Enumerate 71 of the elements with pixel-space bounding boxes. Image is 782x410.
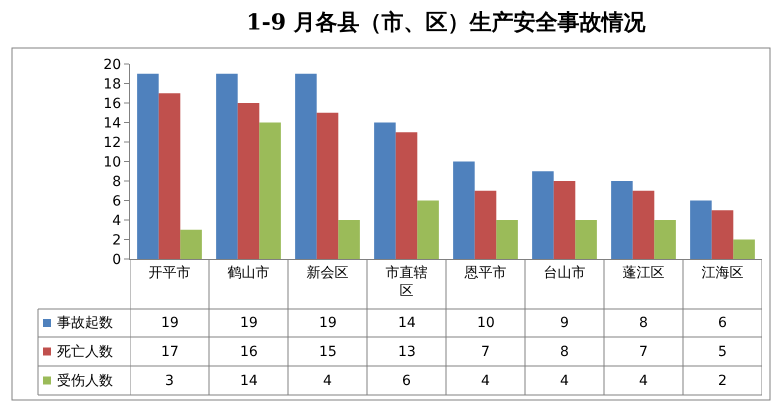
bar [238,103,260,259]
data-label: 7 [481,344,490,360]
data-label: 16 [240,344,258,360]
data-label: 9 [560,315,569,331]
data-label: 4 [323,373,332,389]
data-label: 8 [560,344,569,360]
data-label: 5 [718,344,727,360]
x-tick-label: 新会区 [306,264,348,281]
data-label: 10 [477,315,495,331]
bar [712,210,734,259]
data-label: 2 [718,373,727,389]
y-tick-label: 8 [112,174,122,190]
bar [259,122,281,259]
data-label: 19 [240,315,258,331]
bar [137,74,159,259]
bar [338,220,360,259]
data-label: 19 [319,315,337,331]
data-label: 19 [161,315,179,331]
y-tick-label: 2 [112,232,122,248]
y-tick-label: 16 [103,96,122,112]
data-label: 6 [402,373,411,389]
y-tick-label: 14 [103,115,122,132]
bar [158,93,180,259]
y-tick-label: 10 [103,154,122,170]
legend-label: 事故起数 [57,315,113,331]
x-tick-label: 恩平市 [464,264,506,281]
bar [474,190,496,259]
data-label: 4 [639,373,648,389]
bar [575,220,597,259]
y-tick-label: 18 [103,76,122,92]
bar [396,132,418,259]
x-tick-label: 蓬江区 [622,264,664,281]
data-label: 3 [165,373,174,389]
y-tick-label: 6 [112,193,122,210]
bar [496,220,518,259]
data-label: 14 [240,373,258,389]
x-tick-label: 台山市 [544,264,586,281]
x-tick-label: 开平市 [148,264,190,281]
bar [216,74,238,259]
x-tick-label: 市直辖区 [386,264,428,299]
chart-title: 1-9 月各县（市、区）生产安全事故情况 [246,10,647,36]
data-label: 4 [481,373,490,389]
data-label: 15 [319,344,337,360]
legend-label: 死亡人数 [57,344,113,360]
bar [316,112,338,259]
x-tick-label: 鹤山市 [228,264,270,281]
data-label: 4 [560,373,569,389]
data-label: 7 [639,344,648,360]
data-label: 14 [398,315,416,331]
bar [554,181,576,259]
data-label: 6 [718,315,727,331]
data-label: 13 [398,344,416,360]
bar [417,200,439,259]
y-tick-label: 0 [112,252,122,268]
bar [733,240,755,259]
bar [690,200,712,259]
bar [632,190,654,259]
bar [180,230,202,259]
bar [453,162,475,259]
bar [295,74,317,259]
x-tick-label: 江海区 [702,264,744,281]
y-tick-label: 20 [103,56,122,73]
y-tick-label: 12 [103,134,122,151]
bar [374,122,396,259]
bar [611,181,633,259]
legend-label: 受伤人数 [57,373,113,389]
y-tick-label: 4 [112,212,122,229]
bar [654,220,676,259]
bar [532,171,554,259]
data-label: 17 [161,344,179,360]
data-label: 8 [639,315,648,331]
